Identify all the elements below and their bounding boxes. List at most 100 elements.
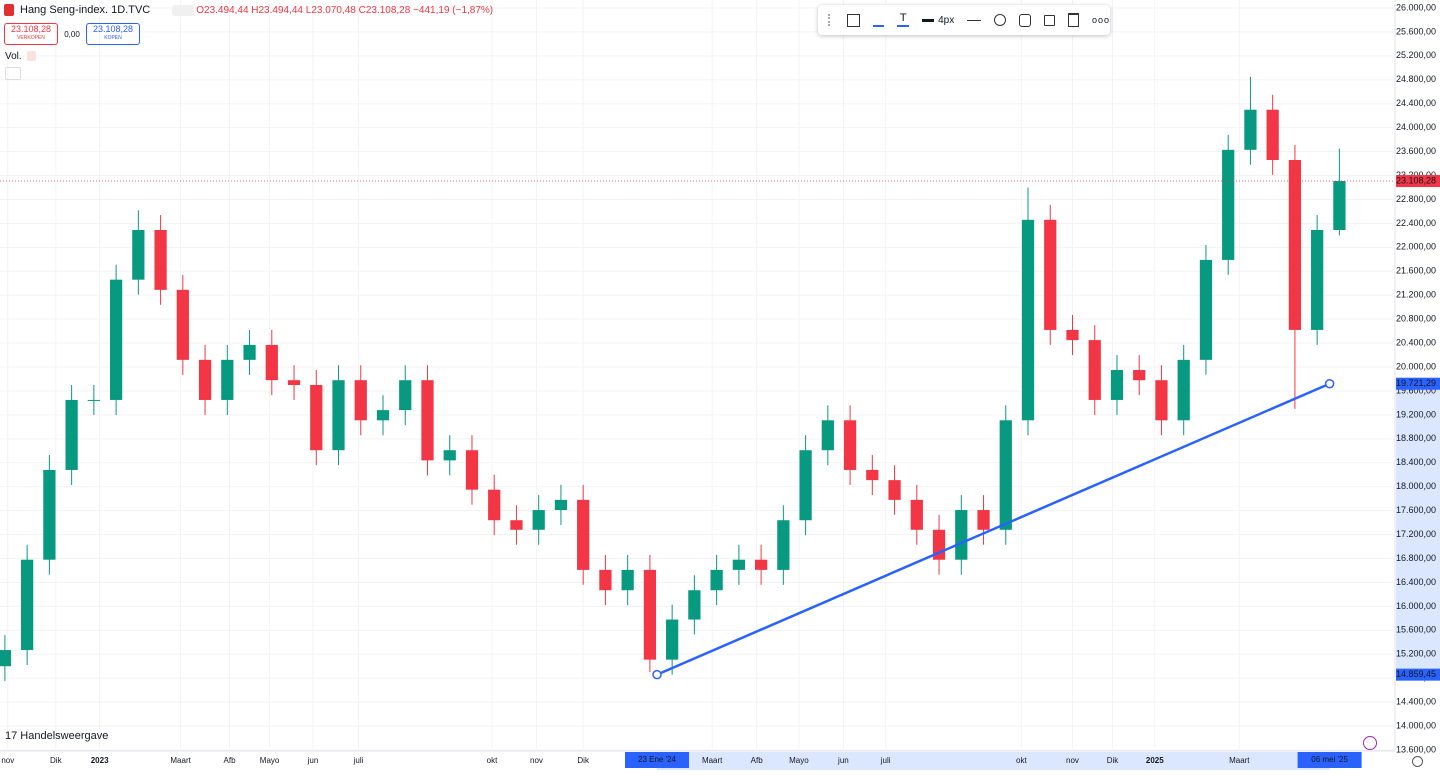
buy-button[interactable]: 23.108,28 KOPEN <box>86 23 140 45</box>
y-tick-label: 18.400,00 <box>1396 457 1436 467</box>
axis-settings[interactable] <box>1412 756 1423 767</box>
x-tick-label: Mayo <box>260 756 280 765</box>
y-tick-label: 16.400,00 <box>1396 577 1436 587</box>
candle-body <box>21 559 34 651</box>
candle-body <box>1110 370 1124 400</box>
y-tick-label: 23.200,00 <box>1396 170 1436 180</box>
sell-button[interactable]: 23.108,28 VERKOPEN <box>4 23 58 45</box>
y-tick-label: 24.400,00 <box>1396 98 1436 108</box>
candle-body <box>732 559 745 570</box>
sell-label: VERKOPEN <box>17 35 45 41</box>
candle-body <box>399 380 412 411</box>
y-tick-label: 19.200,00 <box>1396 409 1436 419</box>
candle-body <box>465 450 479 490</box>
y-tick-label: 16.800,00 <box>1396 553 1436 563</box>
candle-body <box>0 650 12 667</box>
template-icon[interactable] <box>846 13 860 27</box>
x-tick-label: nov <box>530 756 543 765</box>
line-width[interactable]: 4px <box>922 15 954 26</box>
candle-body <box>443 450 456 461</box>
line-width-label: 4px <box>938 14 955 26</box>
y-tick-label: 22.800,00 <box>1396 194 1436 204</box>
candle-body <box>532 510 545 530</box>
candle-body <box>510 520 523 530</box>
drag-handle[interactable] <box>828 14 834 26</box>
text-color-icon[interactable]: T <box>897 13 910 27</box>
y-tick-label: 25.600,00 <box>1396 26 1436 36</box>
candle-body <box>221 359 234 400</box>
candle-body <box>198 359 212 400</box>
y-tick-label: 15.200,00 <box>1396 649 1436 659</box>
candle-body <box>1177 359 1190 421</box>
candle-body <box>354 380 367 421</box>
candle-body <box>1222 149 1235 260</box>
candle-body <box>154 230 167 290</box>
last-price-label: 23.108,28 <box>1396 175 1436 185</box>
candle-body <box>955 510 968 560</box>
trendline-price-label: 14.859,45 <box>1396 669 1436 679</box>
y-tick-label: 22.400,00 <box>1396 218 1436 228</box>
trendline-handle <box>1324 378 1335 389</box>
y-tick-label: 20.800,00 <box>1396 314 1436 324</box>
candle-body <box>688 590 701 620</box>
lock-icon[interactable] <box>1044 14 1056 26</box>
y-tick-label: 23.600,00 <box>1396 146 1436 156</box>
candle-body <box>65 399 78 470</box>
candle-body <box>910 499 923 530</box>
trendline-handle <box>652 669 662 680</box>
candle-body <box>310 384 323 451</box>
alert-icon[interactable] <box>1018 13 1032 27</box>
spread: 0,00 <box>64 29 80 39</box>
y-tick-label: 22.000,00 <box>1396 242 1436 252</box>
candle-body <box>287 380 301 385</box>
x-tick-label: Mayo <box>789 756 809 765</box>
replay-icon[interactable] <box>1363 736 1377 750</box>
x-tick-label: Maart <box>1229 756 1250 765</box>
time-range-highlight <box>657 752 1330 770</box>
legend: Hang Seng-index. 1D.TVC O23.494,44 H23.4… <box>4 4 493 16</box>
line-color-icon[interactable] <box>872 13 885 27</box>
candle-body <box>87 399 100 401</box>
footer-label: 17 Handelsweergave <box>5 730 109 742</box>
more-icon[interactable]: ooo <box>1091 15 1110 25</box>
candle-body <box>977 510 990 530</box>
hide-button[interactable] <box>172 4 195 16</box>
candle-body <box>1066 329 1079 341</box>
settings-icon[interactable] <box>993 14 1006 26</box>
candle-body <box>243 344 256 360</box>
candle-body <box>1266 109 1279 160</box>
volume-warning[interactable] <box>27 51 36 61</box>
y-tick-label: 18.800,00 <box>1396 433 1436 443</box>
y-tick-label: 19.600,00 <box>1396 385 1436 395</box>
collapse-button[interactable] <box>5 67 21 80</box>
drawing-toolbar: T 4px ooo <box>818 5 1110 35</box>
delete-icon[interactable] <box>1068 13 1079 27</box>
y-tick-label: 14.000,00 <box>1396 720 1436 730</box>
y-tick-label: 25.200,00 <box>1396 50 1436 60</box>
y-tick-label: 21.600,00 <box>1396 266 1436 276</box>
x-tick-label: Afb <box>751 756 764 765</box>
candle-body <box>1155 380 1168 421</box>
line-style-icon[interactable] <box>967 19 981 21</box>
trendline-date-badge <box>1297 752 1362 768</box>
x-tick-label: Dik <box>577 756 590 765</box>
x-tick-label: Afb <box>224 756 237 765</box>
symbol-icon <box>4 4 14 16</box>
y-tick-label: 18.000,00 <box>1396 481 1436 491</box>
x-tick-label: 2023 <box>91 756 109 765</box>
candle-body <box>1333 181 1346 231</box>
y-tick-label: 17.600,00 <box>1396 505 1436 515</box>
symbol-title[interactable]: Hang Seng-index. 1D.TVC <box>20 4 151 16</box>
trendline-date-label: 06 mei '25 <box>1311 755 1348 764</box>
y-tick-label: 15.600,00 <box>1396 625 1436 635</box>
trendline-price-label: 19.721,29 <box>1396 378 1436 388</box>
candle-body <box>1088 340 1101 400</box>
trade-panel: 23.108,28 VERKOPEN 0,00 23.108,28 KOPEN <box>4 23 140 45</box>
y-tick-label: 17.200,00 <box>1396 529 1436 539</box>
buy-label: KOPEN <box>104 35 122 41</box>
x-tick-label: okt <box>487 756 498 765</box>
candle-body <box>621 569 634 591</box>
x-tick-label: juli <box>353 756 364 765</box>
